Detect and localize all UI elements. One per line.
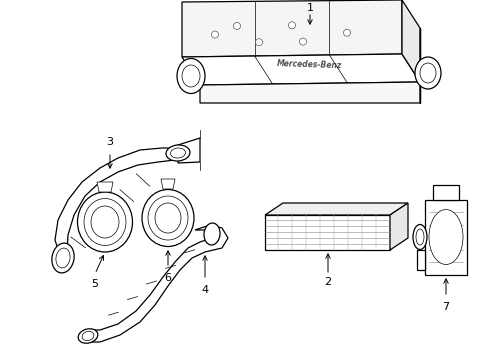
Ellipse shape [419,63,435,83]
Ellipse shape [155,203,181,233]
Polygon shape [178,138,200,163]
Polygon shape [55,148,182,263]
Ellipse shape [52,243,74,273]
Polygon shape [182,54,419,85]
Ellipse shape [412,225,426,249]
Ellipse shape [84,198,126,246]
Polygon shape [401,0,419,82]
Text: Mercedes-Benz: Mercedes-Benz [277,59,342,71]
Ellipse shape [203,223,220,245]
Circle shape [211,31,218,38]
Polygon shape [264,215,389,250]
Ellipse shape [414,57,440,89]
Polygon shape [200,82,419,103]
Circle shape [288,22,295,29]
Text: 6: 6 [164,273,171,283]
Text: 2: 2 [324,277,331,287]
Text: 1: 1 [306,3,313,13]
Polygon shape [182,0,401,57]
Ellipse shape [415,229,423,245]
Text: 4: 4 [201,285,208,295]
Polygon shape [389,203,407,250]
Text: 5: 5 [91,279,98,289]
Ellipse shape [148,196,187,240]
Text: 7: 7 [442,302,448,312]
Ellipse shape [170,148,185,158]
Ellipse shape [91,206,119,238]
Polygon shape [432,185,458,200]
Ellipse shape [166,145,189,161]
Ellipse shape [428,210,462,265]
Ellipse shape [177,58,204,94]
Ellipse shape [182,65,200,87]
Polygon shape [424,200,466,275]
Polygon shape [80,225,227,342]
Polygon shape [161,179,175,189]
Ellipse shape [142,189,194,247]
Circle shape [299,38,306,45]
Circle shape [233,22,240,30]
Ellipse shape [56,248,70,268]
Ellipse shape [77,192,132,252]
Polygon shape [416,250,424,270]
Polygon shape [97,182,113,192]
Circle shape [343,29,350,36]
Circle shape [255,39,262,46]
Ellipse shape [82,332,94,341]
Polygon shape [264,203,407,215]
Text: 3: 3 [106,137,113,147]
Ellipse shape [78,329,98,343]
